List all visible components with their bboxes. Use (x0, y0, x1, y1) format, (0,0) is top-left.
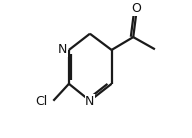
Text: O: O (132, 2, 142, 15)
Text: Cl: Cl (35, 95, 47, 108)
Text: N: N (85, 95, 95, 108)
Text: N: N (58, 43, 68, 56)
